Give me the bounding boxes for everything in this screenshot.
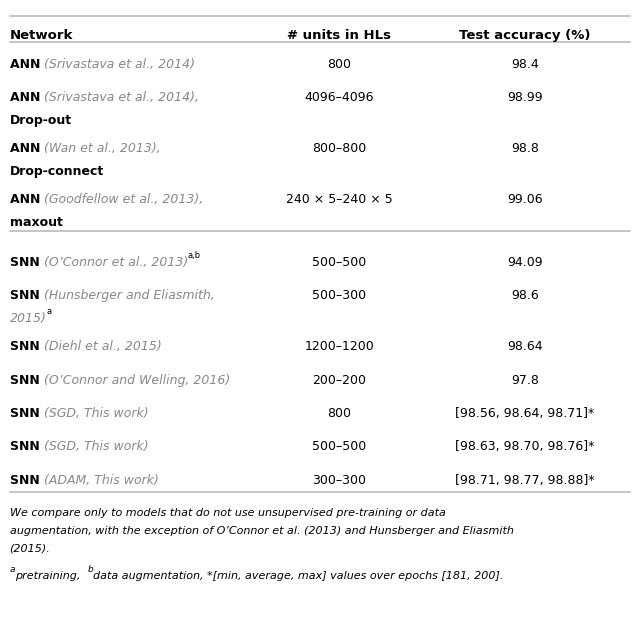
Text: (SGD, This work): (SGD, This work) — [44, 407, 148, 420]
Text: Network: Network — [10, 29, 73, 42]
Text: pretraining,: pretraining, — [15, 572, 88, 581]
Text: a: a — [47, 307, 52, 316]
Text: 800: 800 — [327, 407, 351, 420]
Text: 98.8: 98.8 — [511, 142, 539, 155]
Text: Drop-out: Drop-out — [10, 114, 72, 127]
Text: ANN: ANN — [10, 142, 44, 155]
Text: SNN: SNN — [10, 289, 44, 302]
Text: [98.71, 98.77, 98.88]*: [98.71, 98.77, 98.88]* — [455, 474, 595, 486]
Text: 99.06: 99.06 — [507, 193, 543, 206]
Text: 500–500: 500–500 — [312, 440, 366, 453]
Text: SNN: SNN — [10, 407, 44, 420]
Text: Test accuracy (%): Test accuracy (%) — [459, 29, 591, 42]
Text: [98.63, 98.70, 98.76]*: [98.63, 98.70, 98.76]* — [455, 440, 595, 453]
Text: # units in HLs: # units in HLs — [287, 29, 391, 42]
Text: data augmentation, *[min, average, max] values over epochs [181, 200].: data augmentation, *[min, average, max] … — [93, 572, 504, 581]
Text: SNN: SNN — [10, 440, 44, 453]
Text: 97.8: 97.8 — [511, 374, 539, 387]
Text: (Srivastava et al., 2014): (Srivastava et al., 2014) — [44, 58, 195, 70]
Text: 98.99: 98.99 — [507, 91, 543, 104]
Text: 500–500: 500–500 — [312, 256, 366, 269]
Text: ANN: ANN — [10, 58, 44, 70]
Text: SNN: SNN — [10, 474, 44, 486]
Text: 4096–4096: 4096–4096 — [305, 91, 374, 104]
Text: 500–300: 500–300 — [312, 289, 366, 302]
Text: a: a — [10, 565, 15, 574]
Text: 300–300: 300–300 — [312, 474, 366, 486]
Text: 94.09: 94.09 — [507, 256, 543, 269]
Text: SNN: SNN — [10, 340, 44, 353]
Text: 800–800: 800–800 — [312, 142, 366, 155]
Text: Drop-connect: Drop-connect — [10, 165, 104, 178]
Text: (ADAM, This work): (ADAM, This work) — [44, 474, 159, 486]
Text: (O’Connor et al., 2013): (O’Connor et al., 2013) — [44, 256, 188, 269]
Text: [98.56, 98.64, 98.71]*: [98.56, 98.64, 98.71]* — [455, 407, 595, 420]
Text: (Wan et al., 2013),: (Wan et al., 2013), — [44, 142, 161, 155]
Text: (Hunsberger and Eliasmith,: (Hunsberger and Eliasmith, — [44, 289, 214, 302]
Text: (Diehl et al., 2015): (Diehl et al., 2015) — [44, 340, 161, 353]
Text: 200–200: 200–200 — [312, 374, 366, 387]
Text: ANN: ANN — [10, 193, 44, 206]
Text: b: b — [88, 565, 93, 574]
Text: augmentation, with the exception of O’Connor et al. (2013) and Hunsberger and El: augmentation, with the exception of O’Co… — [10, 526, 513, 536]
Text: 240 × 5–240 × 5: 240 × 5–240 × 5 — [286, 193, 392, 206]
Text: (Goodfellow et al., 2013),: (Goodfellow et al., 2013), — [44, 193, 204, 206]
Text: a,b: a,b — [188, 251, 201, 260]
Text: 1200–1200: 1200–1200 — [305, 340, 374, 353]
Text: ANN: ANN — [10, 91, 44, 104]
Text: 2015): 2015) — [10, 312, 47, 325]
Text: We compare only to models that do not use unsupervised pre-training or data: We compare only to models that do not us… — [10, 508, 445, 518]
Text: (SGD, This work): (SGD, This work) — [44, 440, 148, 453]
Text: SNN: SNN — [10, 374, 44, 387]
Text: (2015).: (2015). — [10, 544, 51, 554]
Text: SNN: SNN — [10, 256, 44, 269]
Text: 98.6: 98.6 — [511, 289, 539, 302]
Text: (Srivastava et al., 2014),: (Srivastava et al., 2014), — [44, 91, 199, 104]
Text: (O’Connor and Welling, 2016): (O’Connor and Welling, 2016) — [44, 374, 230, 387]
Text: 98.4: 98.4 — [511, 58, 539, 70]
Text: 800: 800 — [327, 58, 351, 70]
Text: maxout: maxout — [10, 216, 63, 229]
Text: 98.64: 98.64 — [507, 340, 543, 353]
